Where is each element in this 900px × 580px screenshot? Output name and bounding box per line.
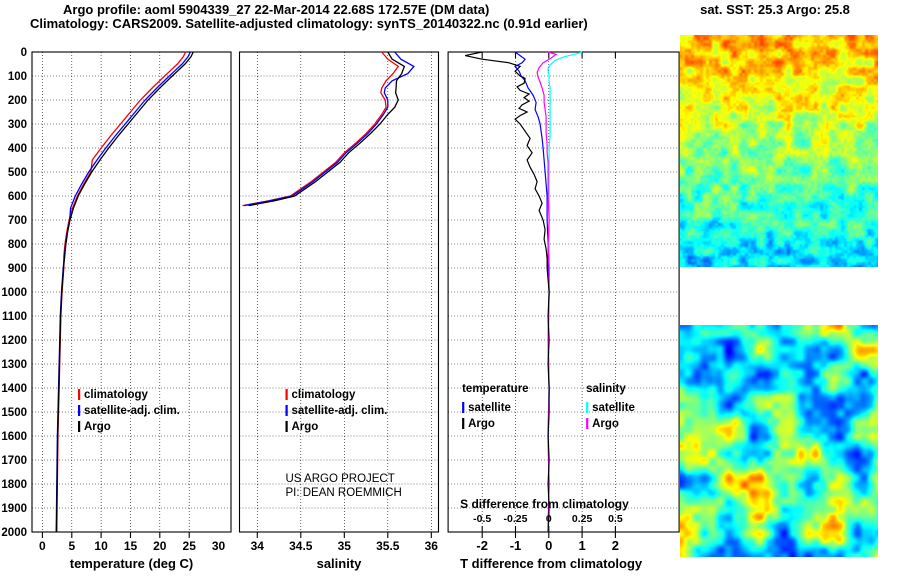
svg-text:300: 300 — [8, 119, 27, 131]
svg-text:climatology: climatology — [84, 389, 149, 401]
svg-text:satellite-adj. clim.: satellite-adj. clim. — [292, 405, 388, 417]
svg-text:1700: 1700 — [1, 455, 27, 467]
svg-text:0: 0 — [21, 47, 27, 59]
svg-text:0: 0 — [545, 538, 552, 553]
svg-text:Argo: Argo — [84, 421, 111, 433]
svg-text:1600: 1600 — [1, 431, 27, 443]
svg-text:20: 20 — [153, 539, 167, 553]
svg-text:35.5: 35.5 — [376, 539, 400, 553]
svg-text:200: 200 — [8, 95, 27, 107]
svg-text:US ARGO PROJECT: US ARGO PROJECT — [286, 473, 395, 485]
svg-text:25: 25 — [183, 539, 197, 553]
svg-text:PI: DEAN ROEMMICH: PI: DEAN ROEMMICH — [286, 487, 402, 499]
svg-text:1300: 1300 — [1, 359, 27, 371]
svg-text:1400: 1400 — [1, 383, 27, 395]
svg-text:30: 30 — [212, 539, 226, 553]
svg-text:700: 700 — [8, 215, 27, 227]
svg-text:-0.25: -0.25 — [504, 513, 528, 525]
svg-text:900: 900 — [8, 263, 27, 275]
svg-text:15: 15 — [124, 539, 138, 553]
svg-text:1100: 1100 — [2, 311, 27, 323]
svg-text:-0.5: -0.5 — [473, 513, 491, 525]
svg-text:2000: 2000 — [1, 527, 27, 539]
svg-text:Argo: Argo — [468, 418, 495, 430]
svg-text:400: 400 — [8, 143, 27, 155]
svg-text:climatology: climatology — [292, 389, 357, 401]
svg-text:36: 36 — [425, 539, 439, 553]
svg-text:0.25: 0.25 — [572, 513, 593, 525]
svg-text:satellite: satellite — [468, 402, 511, 414]
svg-text:1200: 1200 — [1, 335, 27, 347]
svg-text:800: 800 — [8, 239, 27, 251]
svg-text:1: 1 — [578, 538, 585, 553]
svg-text:Argo profile: aoml 5904339_27: Argo profile: aoml 5904339_27 22-Mar-201… — [63, 2, 489, 17]
svg-text:S difference from climatology: S difference from climatology — [460, 497, 629, 511]
svg-text:Argo: Argo — [592, 418, 619, 430]
svg-text:Argo: Argo — [292, 421, 319, 433]
svg-text:sat. SST: 25.3 Argo: 25.8: sat. SST: 25.3 Argo: 25.8 — [700, 2, 850, 17]
svg-text:1000: 1000 — [1, 287, 27, 299]
svg-text:satellite-adj. clim.: satellite-adj. clim. — [84, 405, 180, 417]
svg-text:salinity: salinity — [317, 556, 363, 571]
svg-text:5: 5 — [68, 539, 75, 553]
svg-text:35: 35 — [338, 539, 352, 553]
svg-text:0: 0 — [39, 539, 46, 553]
svg-text:temperature: temperature — [462, 383, 528, 395]
svg-text:satellite: satellite — [592, 402, 635, 414]
svg-text:500: 500 — [8, 167, 27, 179]
svg-text:1900: 1900 — [1, 503, 27, 515]
svg-text:2: 2 — [612, 538, 619, 553]
svg-text:-1: -1 — [510, 538, 522, 553]
svg-text:-2: -2 — [476, 538, 488, 553]
svg-text:34.5: 34.5 — [289, 539, 313, 553]
svg-text:temperature (deg C): temperature (deg C) — [70, 556, 194, 571]
svg-text:1800: 1800 — [1, 479, 27, 491]
svg-text:0.5: 0.5 — [608, 513, 623, 525]
svg-text:T difference from climatology: T difference from climatology — [460, 556, 643, 571]
svg-text:100: 100 — [8, 71, 27, 83]
svg-text:1500: 1500 — [1, 407, 27, 419]
svg-text:34: 34 — [251, 539, 265, 553]
svg-text:10: 10 — [94, 539, 108, 553]
svg-text:600: 600 — [8, 191, 27, 203]
svg-text:salinity: salinity — [586, 383, 626, 395]
svg-text:Climatology: CARS2009. Satelli: Climatology: CARS2009. Satellite-adjuste… — [30, 16, 588, 31]
